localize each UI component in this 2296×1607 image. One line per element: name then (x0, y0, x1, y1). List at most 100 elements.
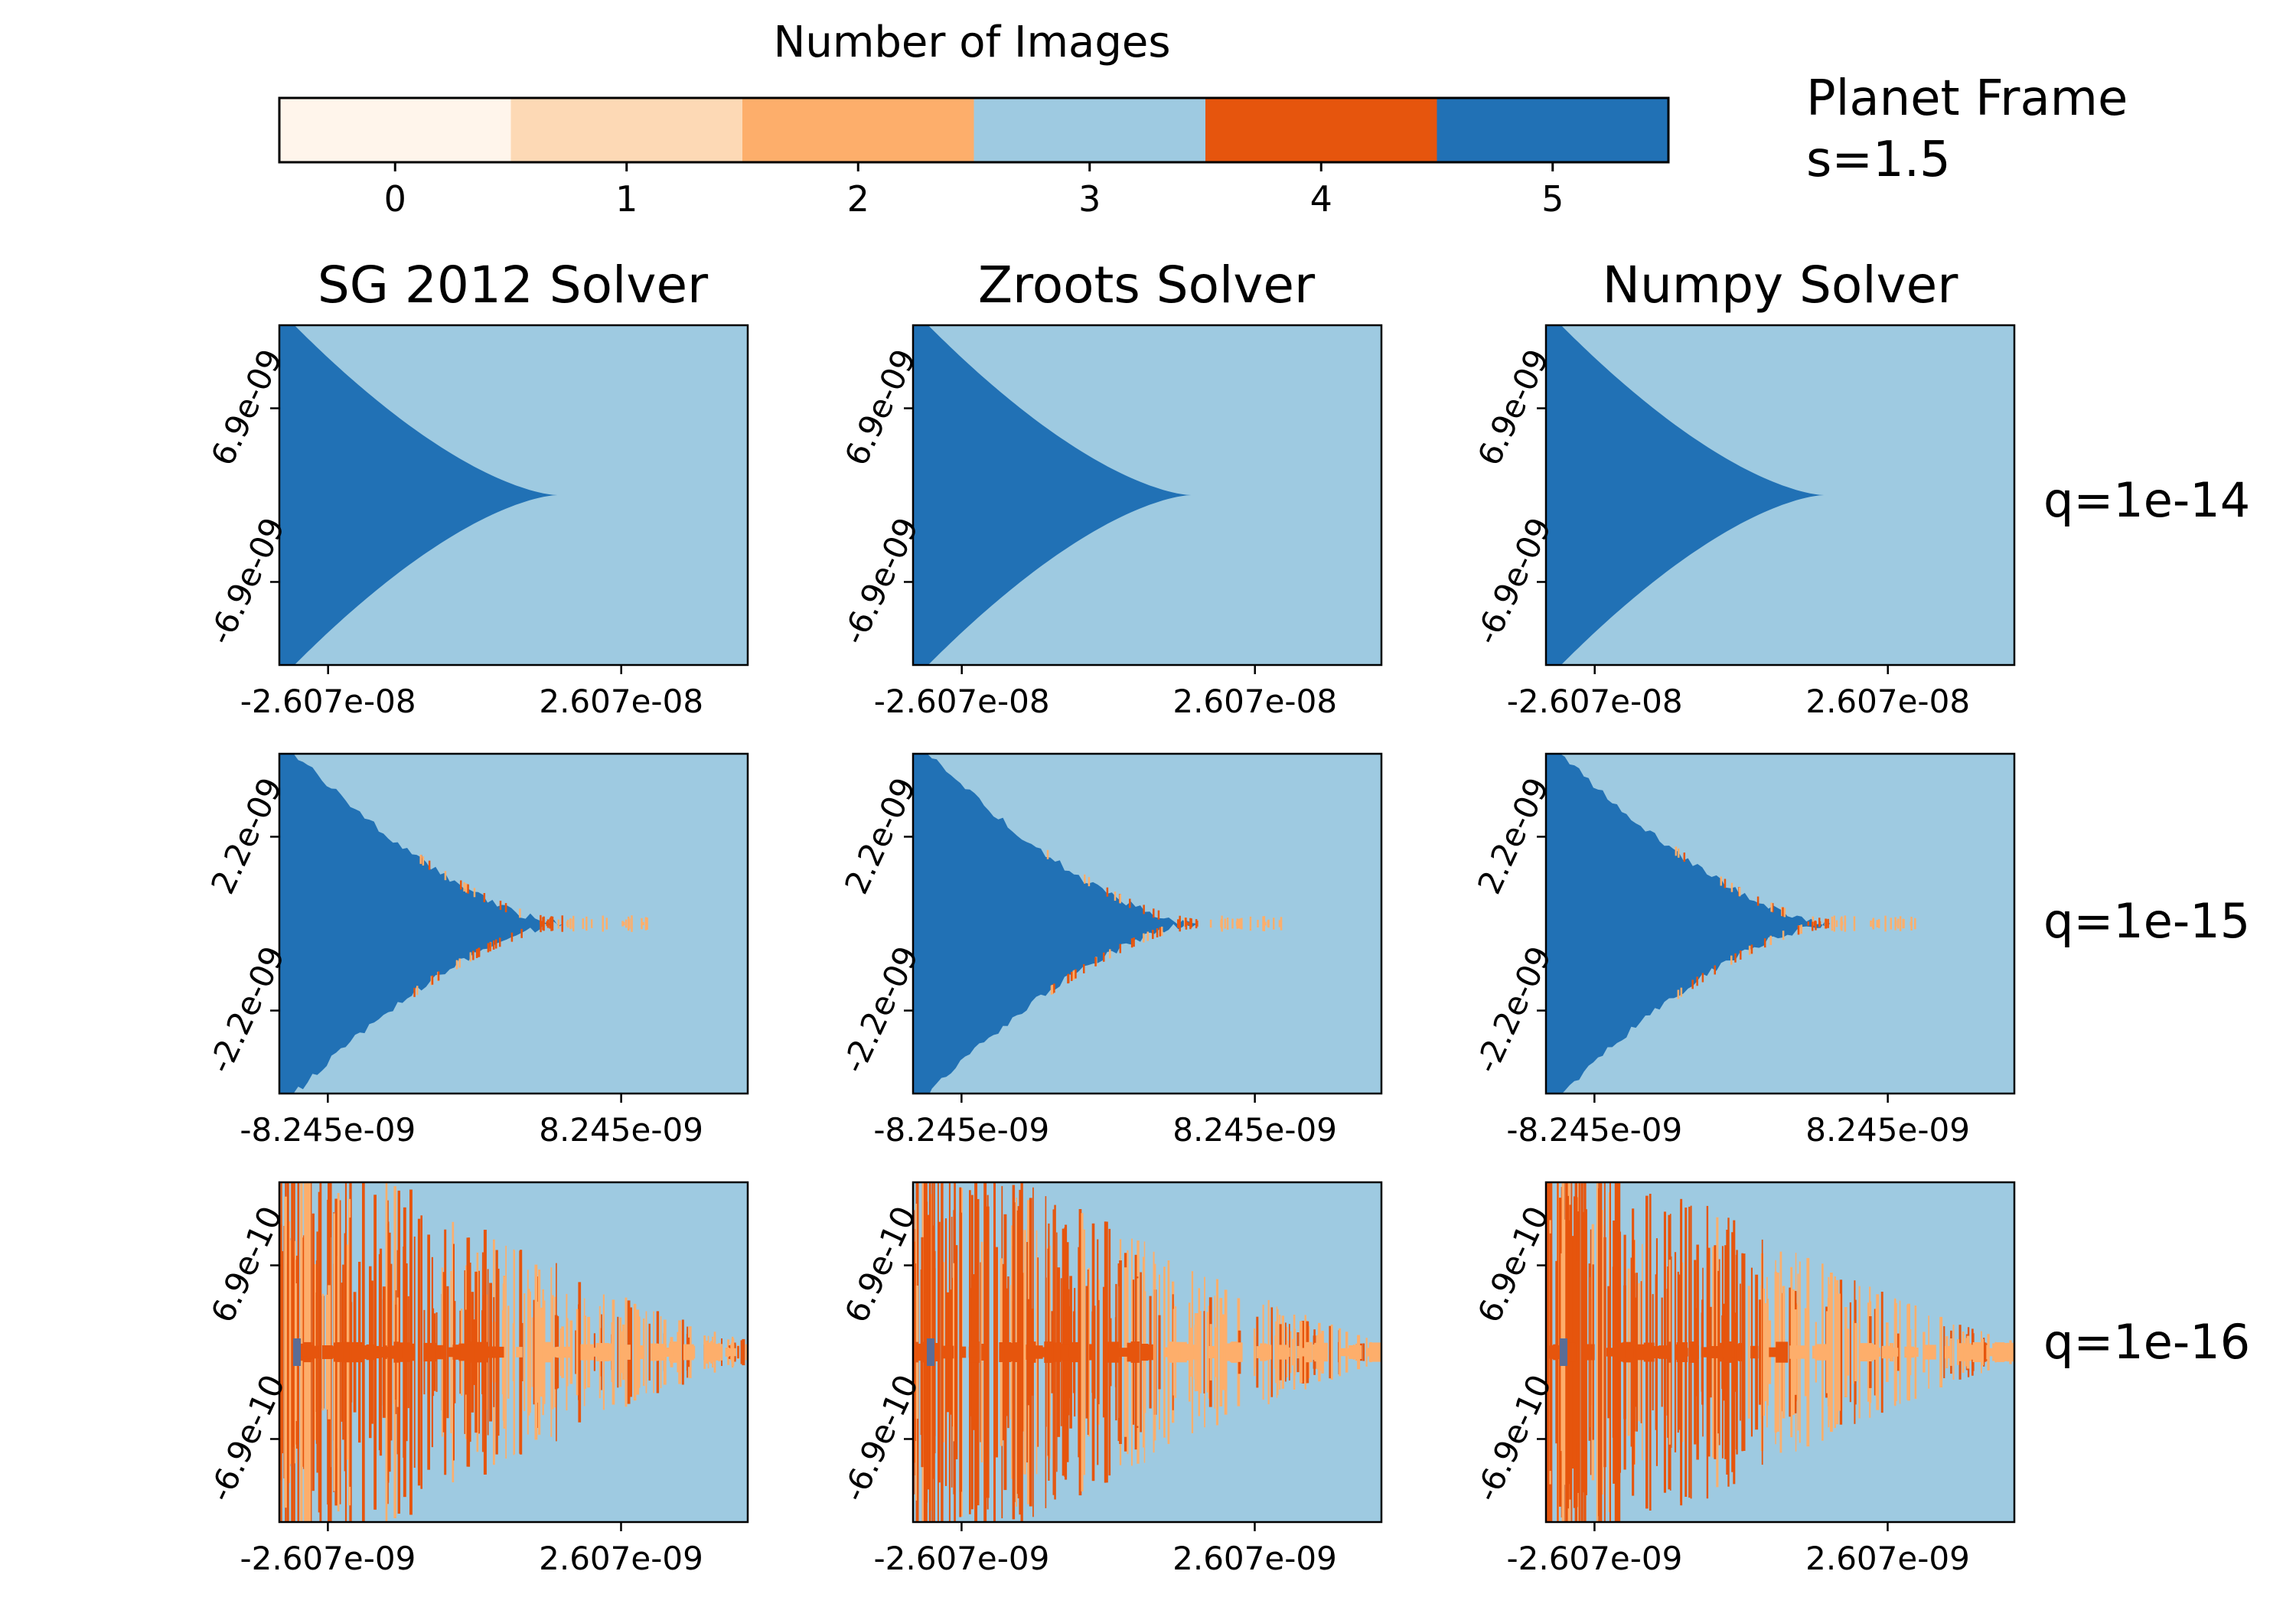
panel-plot-area (1546, 325, 2014, 665)
noise-speckle (422, 856, 425, 866)
noise-speckle (1812, 916, 1815, 926)
noise-streak (1198, 1288, 1201, 1416)
noise-blob (654, 1344, 667, 1361)
x-tick-label: 2.607e-08 (1805, 683, 1970, 720)
noise-speckle (623, 921, 625, 926)
panel-frame (278, 752, 749, 1095)
colorbar-tick-label-1: 1 (615, 178, 638, 220)
noise-speckle (1720, 876, 1723, 886)
noise-speckle (1050, 985, 1053, 995)
noise-speckle (540, 921, 543, 927)
noise-streak (1292, 1338, 1294, 1366)
noise-streak (1763, 1288, 1765, 1416)
noise-streak (740, 1340, 743, 1364)
panel-plot-area (913, 754, 1381, 1094)
noise-streak (1596, 1182, 1598, 1522)
noise-streak (720, 1344, 723, 1361)
noise-blob (1675, 1344, 1688, 1361)
noise-blob (1658, 1345, 1671, 1359)
noise-speckle (1748, 945, 1751, 955)
panel-zroots-r0: -2.607e-08 2.607e-086.9e-09-6.9e-09 (835, 324, 1383, 720)
noise-blob (745, 1345, 748, 1359)
noise-blob (1626, 1345, 1634, 1359)
noise-streak (1578, 1182, 1580, 1522)
x-tick-label: 8.245e-09 (1172, 1111, 1337, 1149)
noise-speckle (1046, 849, 1049, 859)
y-tick-label: 6.9e-09 (837, 344, 924, 471)
noise-blob (716, 1346, 722, 1358)
noise-blob (1996, 1348, 2001, 1357)
noise-speckle (1818, 921, 1821, 927)
noise-speckle (1884, 915, 1887, 932)
noise-streak (619, 1317, 622, 1387)
panel-zroots-r1: -8.245e-09 8.245e-092.2e-09-2.2e-09 (835, 752, 1383, 1149)
noise-streak (578, 1304, 580, 1400)
noise-speckle (489, 942, 491, 952)
panel-frame (1544, 752, 2016, 1095)
noise-speckle (1750, 944, 1753, 954)
noise-blob (1776, 1341, 1789, 1363)
noise-speckle (413, 987, 416, 997)
noise-streak (1598, 1182, 1600, 1522)
noise-streak (1836, 1287, 1838, 1417)
noise-streak (678, 1320, 682, 1384)
noise-streak (1153, 1251, 1155, 1453)
noise-blob (1164, 1347, 1178, 1358)
noise-blob (1068, 1347, 1081, 1358)
colorbar-frame (278, 96, 1670, 164)
panel-frame (912, 1181, 1383, 1524)
noise-blob (1860, 1343, 1874, 1361)
noise-speckle (631, 915, 633, 932)
noise-blob (1225, 1343, 1231, 1361)
noise-speckle (641, 918, 643, 930)
noise-blob (1130, 1341, 1140, 1363)
panel-plot-area (913, 325, 1381, 665)
noise-speckle (1740, 950, 1742, 960)
noise-speckle (1696, 976, 1698, 986)
noise-speckle (478, 947, 480, 957)
noise-streak (1849, 1302, 1851, 1403)
caustic-region (1546, 325, 1825, 665)
noise-speckle (428, 860, 431, 870)
noise-blob (377, 1347, 391, 1358)
noise-speckle (455, 960, 458, 970)
noise-blob (1701, 1347, 1713, 1358)
caustic-region (1546, 754, 1831, 1094)
y-tick-label: 2.2e-09 (1470, 772, 1557, 900)
noise-streak (1215, 1279, 1218, 1426)
noise-speckle (1756, 896, 1760, 906)
x-tick-label: 8.245e-09 (1805, 1111, 1970, 1149)
noise-blob (356, 1345, 362, 1359)
noise-speckle (566, 921, 569, 927)
noise-speckle (444, 871, 447, 881)
noise-streak (1293, 1314, 1296, 1390)
noise-streak (1203, 1311, 1205, 1393)
noise-speckle (1771, 903, 1774, 913)
noise-blob (1004, 1343, 1016, 1361)
noise-blob (1141, 1344, 1153, 1361)
noise-streak (1759, 1299, 1761, 1405)
noise-speckle (1088, 877, 1091, 887)
panel-plot-area (1546, 1182, 2014, 1522)
noise-blob (1105, 1341, 1120, 1363)
noise-speckle (460, 880, 462, 890)
noise-blob (322, 1345, 333, 1359)
noise-speckle (494, 939, 497, 949)
noise-speckle (437, 971, 440, 981)
row-label-q1e-15: q=1e-15 (2043, 893, 2250, 949)
colorbar-tick-label-3: 3 (1078, 178, 1101, 220)
noise-streak (980, 1262, 981, 1442)
noise-streak (1081, 1213, 1084, 1491)
noise-streak (996, 1247, 998, 1458)
noise-speckle (1160, 926, 1163, 936)
noise-blob (1945, 1346, 1952, 1359)
noise-blob (1018, 1344, 1023, 1361)
noise-streak (737, 1346, 739, 1358)
noise-streak (533, 1299, 535, 1405)
noise-blob (1207, 1347, 1214, 1358)
noise-blob (1118, 1348, 1131, 1357)
noise-speckle (646, 918, 648, 930)
colorbar-swatch-2 (742, 98, 974, 162)
noise-speckle (644, 917, 647, 931)
